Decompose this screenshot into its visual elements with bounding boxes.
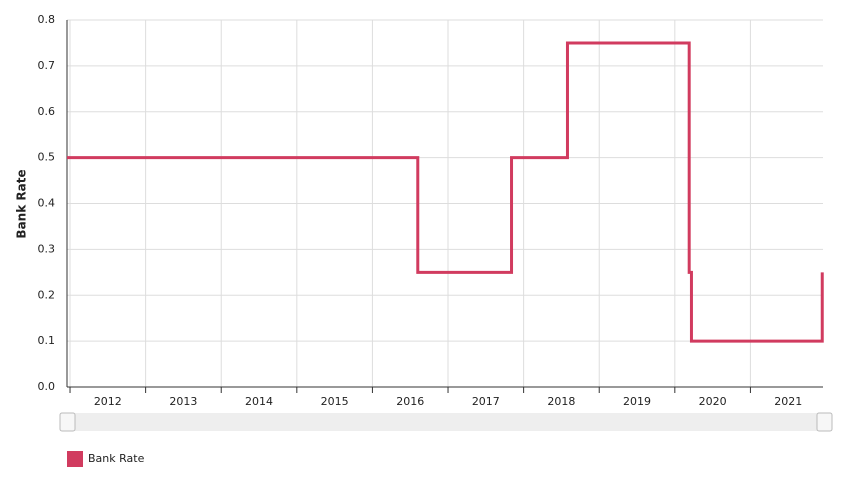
line	[67, 41, 824, 343]
x-tick-label: 2012	[94, 395, 122, 408]
x-tick-label: 2021	[774, 395, 802, 408]
navigator-handle-left[interactable]	[59, 412, 76, 432]
legend-label: Bank Rate	[88, 452, 145, 465]
y-tick-label: 0.5	[38, 151, 56, 164]
y-tick-label: 0.7	[38, 59, 56, 72]
x-tick-label: 2019	[623, 395, 651, 408]
y-tick-label: 0.6	[38, 105, 56, 118]
y-tick-label: 0.1	[38, 334, 56, 347]
y-tick-label: 0.4	[38, 197, 56, 210]
y-tick-label: 0.8	[38, 13, 56, 26]
navigator-handle-right[interactable]	[816, 412, 833, 432]
x-tick-label: 2018	[547, 395, 575, 408]
x-tick-label: 2020	[699, 395, 727, 408]
legend-swatch	[67, 451, 83, 467]
x-tick-label: 2015	[321, 395, 349, 408]
y-tick-label: 0.2	[38, 288, 56, 301]
x-tick-label: 2014	[245, 395, 273, 408]
y-axis-label: Bank Rate	[15, 169, 29, 238]
navigator-track	[60, 413, 832, 431]
x-tick-label: 2016	[396, 395, 424, 408]
y-tick-label: 0.3	[38, 242, 56, 255]
y-tick-label: 0.0	[38, 380, 56, 393]
x-tick-label: 2013	[169, 395, 197, 408]
x-tick-label: 2017	[472, 395, 500, 408]
